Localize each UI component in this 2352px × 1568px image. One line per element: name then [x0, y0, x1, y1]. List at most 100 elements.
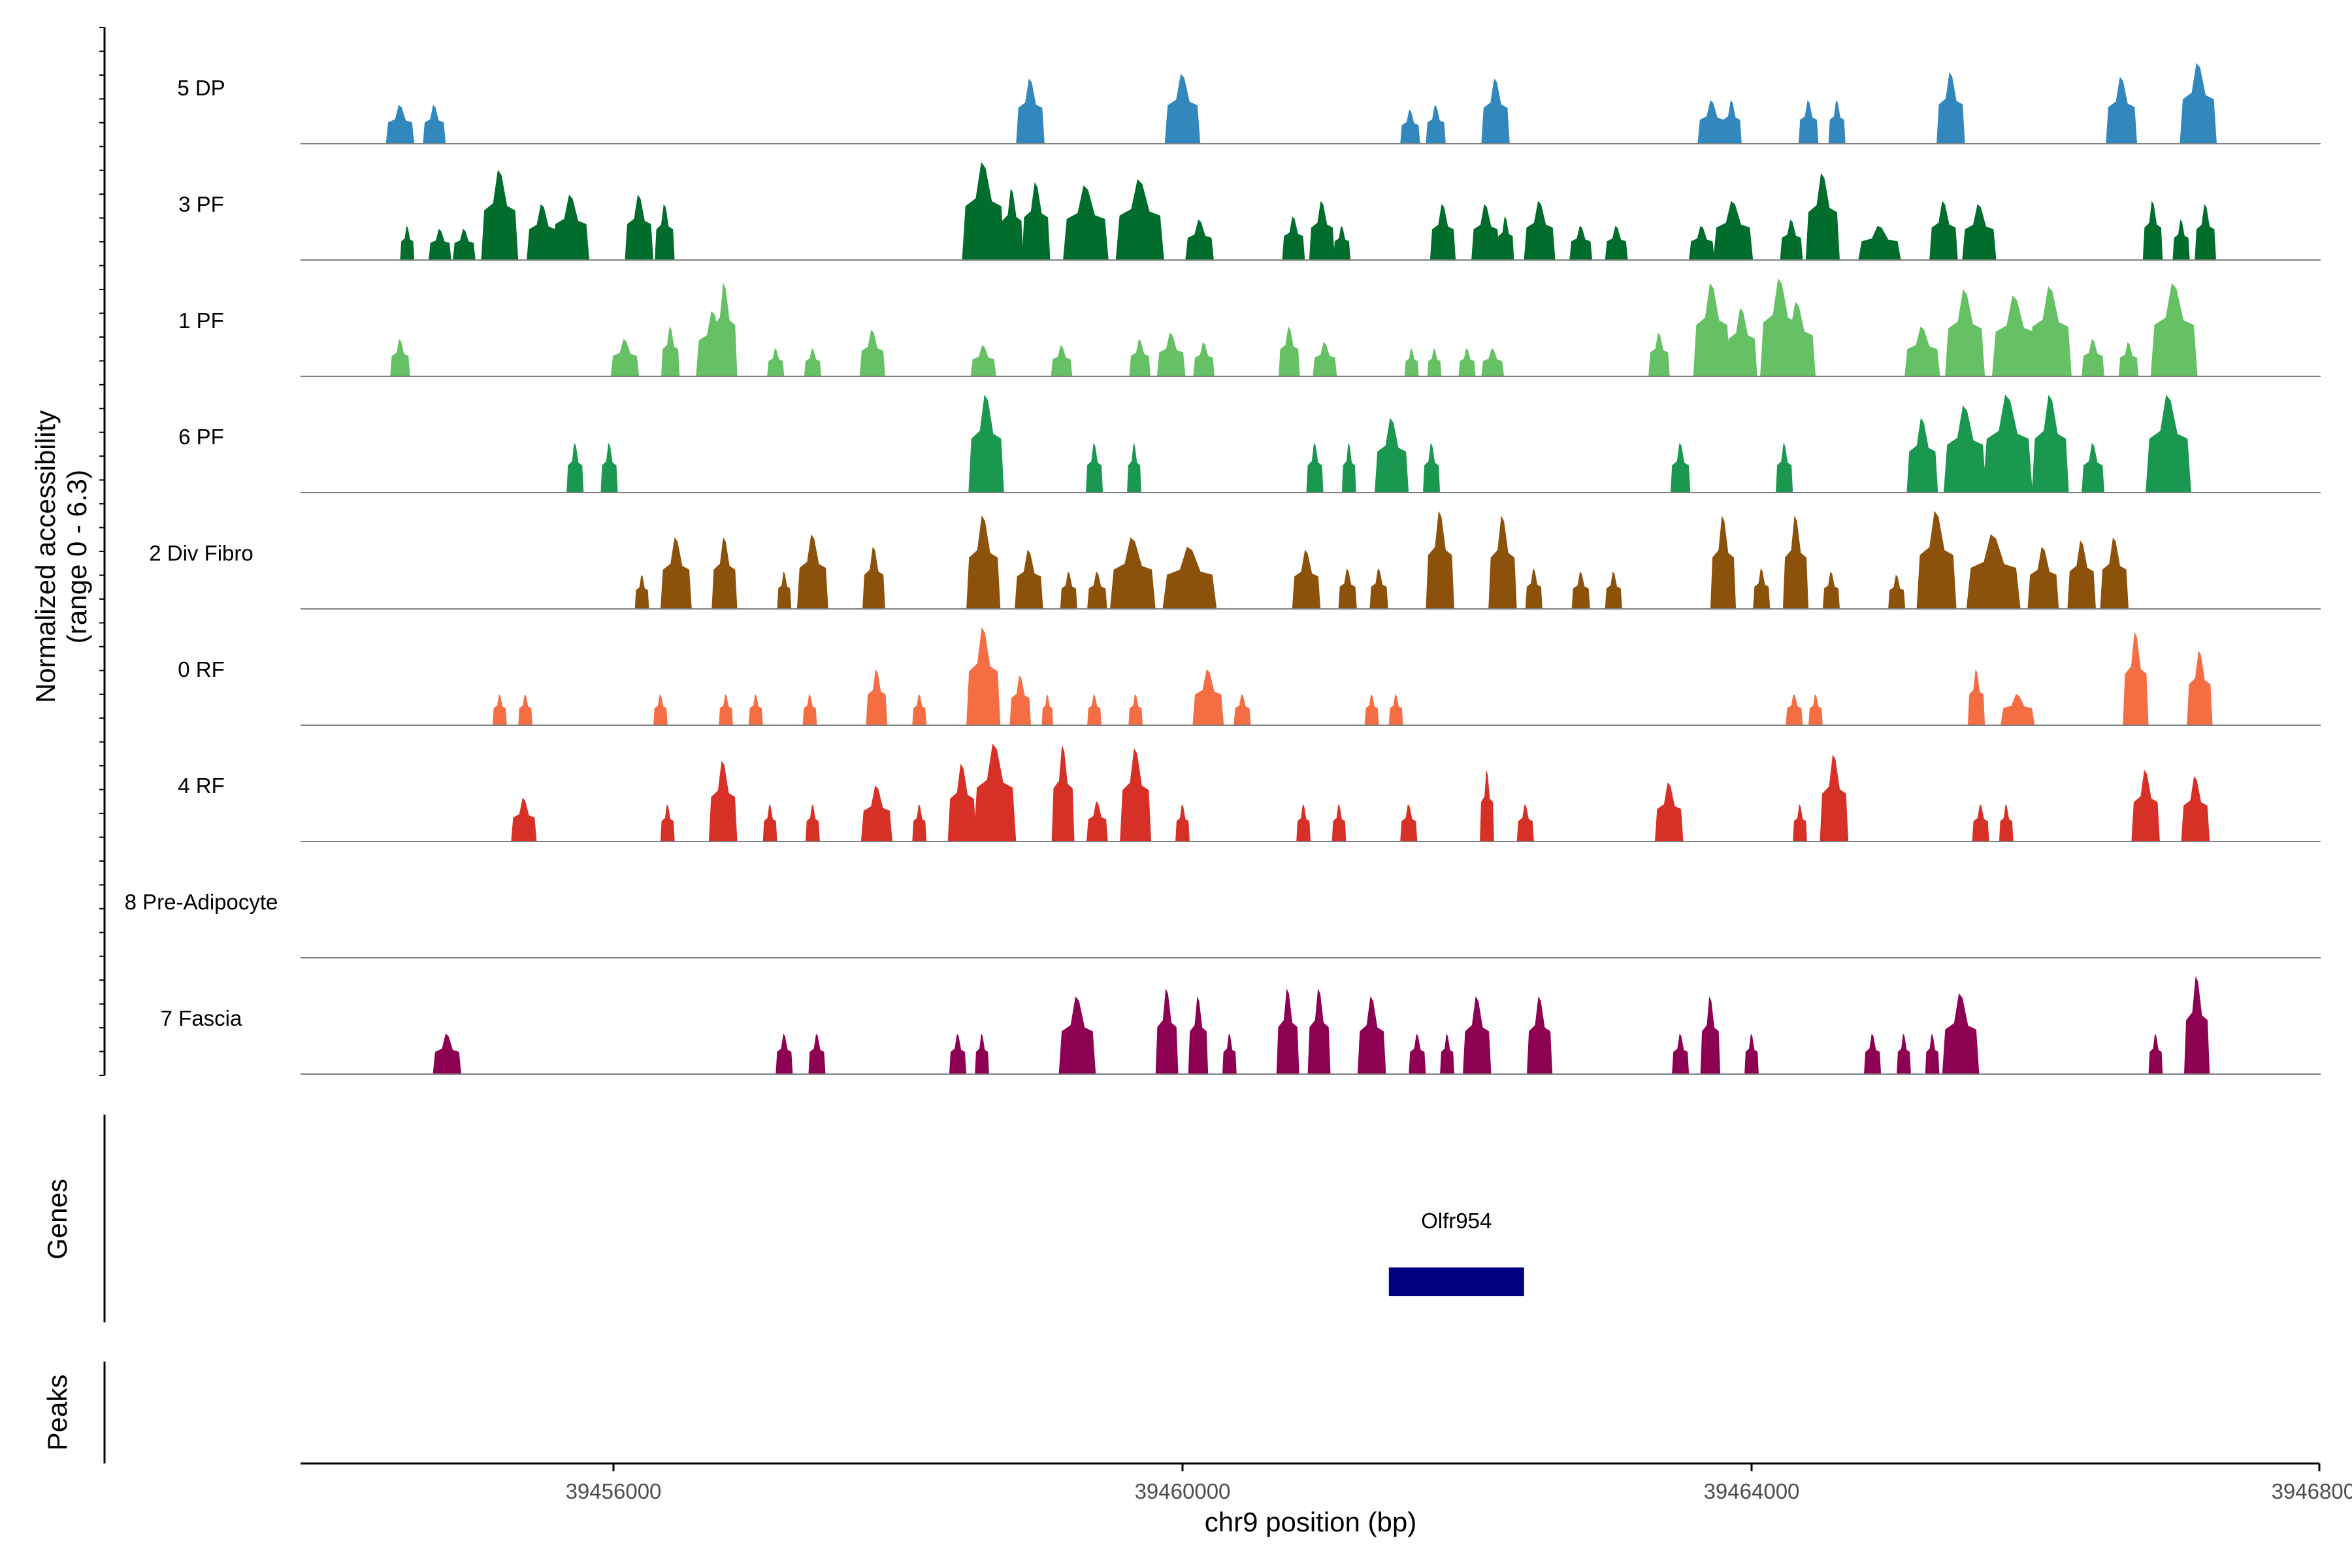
coverage-peak	[1929, 201, 1958, 260]
coverage-peak	[2001, 694, 2035, 725]
track-label: 2 Div Fibro	[149, 541, 253, 565]
coverage-peak	[804, 348, 821, 376]
coverage-peak	[1786, 694, 1803, 725]
coverage-peak	[1525, 568, 1543, 609]
coverage-peak	[1488, 515, 1517, 609]
coverage-peak	[962, 162, 1005, 260]
coverage-peak	[1962, 204, 1997, 260]
coverage-peak	[1463, 996, 1492, 1074]
coverage-peak	[1279, 326, 1300, 376]
coverage-peak	[511, 798, 537, 841]
coverage-peak	[1051, 345, 1073, 376]
coverage-peak	[1776, 442, 1793, 493]
coverage-peak	[1233, 694, 1251, 725]
coverage-peak	[1282, 216, 1305, 260]
coverage-peak	[1341, 442, 1356, 493]
coverage-peak	[1753, 568, 1771, 609]
coverage-peak	[808, 1034, 826, 1074]
coverage-peak	[2150, 283, 2198, 376]
coverage-peak	[1429, 204, 1456, 260]
coverage-peak	[1897, 1034, 1911, 1074]
coverage-peak	[2027, 546, 2059, 609]
coverage-peak	[1481, 348, 1505, 376]
coverage-peak	[2142, 201, 2163, 260]
coverage-peak	[1808, 694, 1823, 725]
coverage-peak	[660, 537, 692, 609]
coverage-peak	[719, 694, 733, 725]
coverage-peak	[1471, 204, 1500, 260]
coverage-tracks: 5 DP 3 PF 1 PF 6 PF 2 Div Fibro 0 RF 4 RF 8 Pre…	[125, 63, 2321, 1075]
x-axis-title: chr9 position (bp)	[1205, 1507, 1417, 1537]
coverage-peak	[1497, 216, 1514, 260]
coverage-peak	[1710, 515, 1737, 609]
coverage-peak	[1571, 571, 1590, 609]
coverage-peak	[973, 743, 1017, 841]
coverage-peak	[1670, 442, 1691, 493]
coverage-peak	[1605, 571, 1622, 609]
coverage-peak	[1041, 694, 1053, 725]
coverage-peak	[1369, 568, 1388, 609]
coverage-peak	[1188, 996, 1209, 1074]
coverage-peak	[912, 694, 927, 725]
coverage-peak	[610, 338, 640, 376]
coverage-peak	[1778, 301, 1816, 376]
coverage-peak	[2187, 650, 2213, 725]
coverage-peak	[1162, 546, 1217, 609]
coverage-peak	[949, 1034, 967, 1074]
coverage-peak	[493, 694, 507, 725]
coverage-peak	[1306, 442, 1324, 493]
coverage-peak	[777, 571, 792, 609]
coverage-peak	[1022, 182, 1051, 260]
coverage-peak	[1423, 442, 1441, 493]
coverage-peak	[1051, 745, 1075, 841]
coverage-peak	[600, 442, 618, 493]
track-label: 6 PF	[178, 425, 224, 449]
coverage-peak	[1972, 804, 1989, 841]
coverage-peak	[1722, 100, 1742, 144]
coverage-peak	[1648, 333, 1670, 376]
coverage-peak	[655, 204, 675, 260]
coverage-peak	[433, 1034, 462, 1074]
coverage-peak	[802, 694, 817, 725]
coverage-peak	[1925, 1034, 1940, 1074]
coverage-peak	[1087, 694, 1102, 725]
coverage-peak	[1798, 100, 1819, 144]
coverage-peak	[2131, 770, 2160, 841]
coverage-peak	[912, 804, 927, 841]
coverage-peak	[1968, 669, 1985, 725]
y-axis-title: Normalized accessibility(range 0 - 6.3)	[30, 410, 92, 703]
coverage-peak	[1060, 571, 1077, 609]
coverage-peak	[552, 195, 589, 260]
coverage-peak	[1120, 748, 1152, 841]
coverage-peak	[634, 574, 649, 609]
coverage-peak	[970, 345, 996, 376]
coverage-peak	[708, 760, 738, 841]
coverage-peak	[1524, 201, 1556, 260]
coverage-peak	[1400, 804, 1418, 841]
coverage-peak	[1087, 571, 1107, 609]
coverage-peak	[1822, 571, 1840, 609]
coverage-peak	[1292, 549, 1321, 609]
coverage-peak	[1440, 1034, 1454, 1074]
coverage-peak	[1689, 225, 1715, 260]
coverage-peak	[1164, 73, 1201, 144]
coverage-peak	[975, 1034, 989, 1074]
coverage-peak	[1605, 225, 1628, 260]
coverage-peak	[385, 105, 415, 144]
coverage-peak	[1175, 804, 1190, 841]
y-axis-title-line: Normalized accessibility	[30, 410, 61, 703]
coverage-peak	[1713, 201, 1754, 260]
track-7-fascia: 7 Fascia	[161, 976, 2321, 1075]
coverage-peak	[1127, 442, 1141, 493]
coverage-peak	[1086, 801, 1108, 841]
x-tick-label: 39456000	[566, 1479, 662, 1503]
coverage-peak	[1693, 283, 1731, 376]
genes-panel: Genes Olfr954	[42, 1115, 1524, 1322]
coverage-peak	[2180, 63, 2217, 144]
coverage-peak	[866, 669, 888, 725]
coverage-peak	[1192, 669, 1224, 725]
coverage-peak	[1916, 511, 1957, 609]
coverage-peak	[1427, 348, 1442, 376]
coverage-peak	[2032, 395, 2069, 493]
